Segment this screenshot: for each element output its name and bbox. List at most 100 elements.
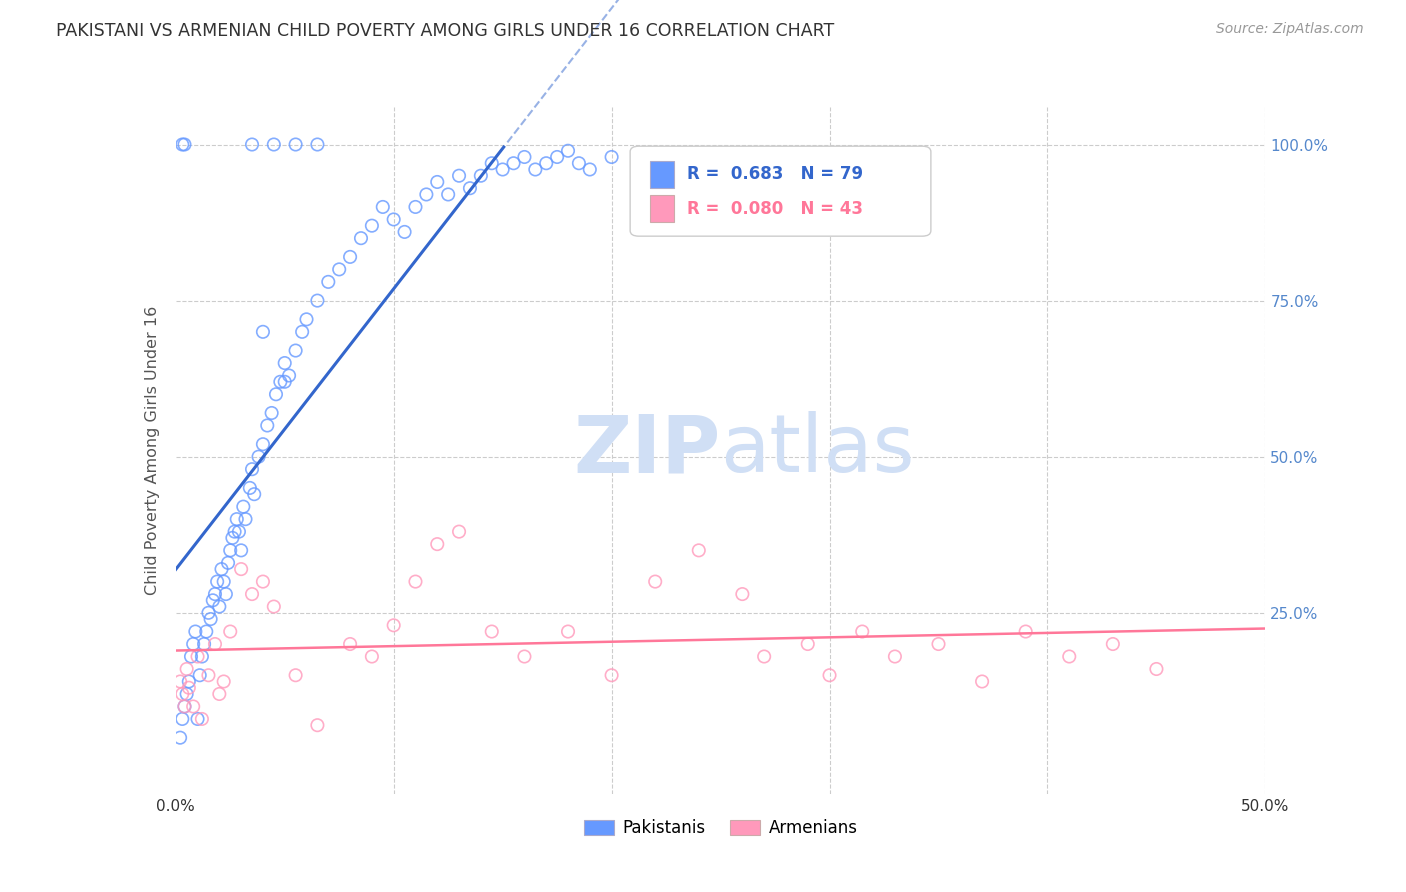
Point — [169, 731, 191, 745]
Point — [339, 250, 361, 264]
Point — [191, 712, 214, 726]
Point — [851, 624, 873, 639]
Point — [176, 662, 198, 676]
Point — [307, 137, 329, 152]
Point — [928, 637, 950, 651]
Point — [405, 574, 427, 589]
Text: ZIP: ZIP — [574, 411, 721, 490]
Point — [688, 543, 710, 558]
Point — [447, 524, 470, 539]
Point — [205, 574, 228, 589]
Point — [208, 687, 231, 701]
Point — [173, 137, 195, 152]
Text: PAKISTANI VS ARMENIAN CHILD POVERTY AMONG GIRLS UNDER 16 CORRELATION CHART: PAKISTANI VS ARMENIAN CHILD POVERTY AMON… — [56, 22, 835, 40]
Point — [231, 543, 253, 558]
Point — [328, 262, 350, 277]
Point — [181, 637, 204, 651]
Point — [284, 668, 307, 682]
Point — [252, 574, 274, 589]
Point — [513, 150, 536, 164]
Point — [212, 574, 235, 589]
Point — [284, 343, 307, 358]
Point — [394, 225, 416, 239]
Point — [172, 137, 194, 152]
Point — [200, 612, 222, 626]
Point — [884, 649, 907, 664]
Text: R =  0.080   N = 43: R = 0.080 N = 43 — [686, 200, 863, 218]
Point — [181, 699, 204, 714]
Point — [360, 649, 382, 664]
Point — [502, 156, 524, 170]
Point — [240, 137, 263, 152]
Point — [291, 325, 314, 339]
Point — [195, 624, 218, 639]
Point — [818, 668, 841, 682]
Point — [382, 212, 405, 227]
Point — [186, 649, 209, 664]
Point — [264, 387, 287, 401]
Point — [240, 587, 263, 601]
Point — [492, 162, 515, 177]
Point — [197, 606, 219, 620]
Point — [524, 162, 547, 177]
Point — [221, 531, 243, 545]
Point — [243, 487, 266, 501]
Point — [426, 537, 449, 551]
Point — [534, 156, 557, 170]
Point — [284, 137, 307, 152]
Point — [173, 699, 195, 714]
Point — [228, 524, 250, 539]
Point — [215, 587, 238, 601]
Point — [437, 187, 460, 202]
Point — [247, 450, 270, 464]
Point — [295, 312, 318, 326]
Point — [219, 624, 242, 639]
FancyBboxPatch shape — [650, 195, 673, 222]
Point — [557, 144, 579, 158]
Point — [481, 156, 503, 170]
Point — [172, 687, 194, 701]
Point — [350, 231, 373, 245]
Point — [177, 681, 200, 695]
Point — [1057, 649, 1080, 664]
Point — [307, 718, 329, 732]
Legend: Pakistanis, Armenians: Pakistanis, Armenians — [576, 813, 865, 844]
Point — [256, 418, 278, 433]
Point — [644, 574, 666, 589]
Point — [274, 375, 297, 389]
Point — [217, 556, 239, 570]
Text: R =  0.683   N = 79: R = 0.683 N = 79 — [686, 165, 863, 184]
Point — [458, 181, 481, 195]
Point — [201, 593, 224, 607]
Point — [219, 543, 242, 558]
Point — [188, 668, 211, 682]
Text: atlas: atlas — [721, 411, 915, 490]
Point — [1102, 637, 1125, 651]
Point — [240, 462, 263, 476]
Point — [224, 524, 246, 539]
Point — [239, 481, 262, 495]
Text: Source: ZipAtlas.com: Source: ZipAtlas.com — [1216, 22, 1364, 37]
Point — [172, 712, 194, 726]
Point — [1015, 624, 1038, 639]
Point — [231, 562, 253, 576]
Point — [371, 200, 394, 214]
Point — [193, 637, 215, 651]
Point — [568, 156, 591, 170]
Point — [173, 699, 195, 714]
Point — [208, 599, 231, 614]
FancyBboxPatch shape — [630, 146, 931, 236]
Point — [269, 375, 291, 389]
Point — [447, 169, 470, 183]
Point — [731, 587, 754, 601]
Point — [470, 169, 492, 183]
Point — [1144, 662, 1167, 676]
Point — [405, 200, 427, 214]
Point — [426, 175, 449, 189]
Y-axis label: Child Poverty Among Girls Under 16: Child Poverty Among Girls Under 16 — [145, 306, 160, 595]
Point — [263, 137, 285, 152]
Point — [360, 219, 382, 233]
Point — [204, 637, 226, 651]
Point — [481, 624, 503, 639]
Point — [600, 668, 623, 682]
